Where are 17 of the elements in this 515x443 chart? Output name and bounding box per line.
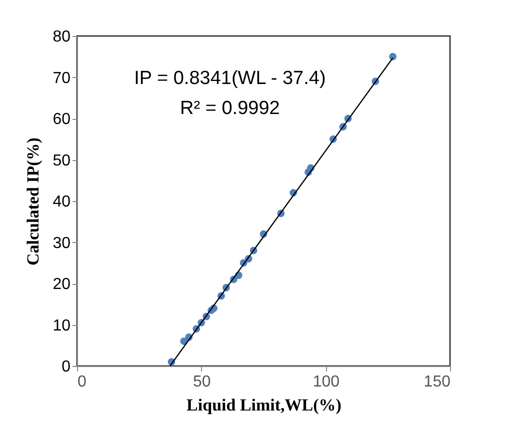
y-tick-label: 50 bbox=[52, 152, 71, 170]
y-axis-title: Calculated IP(%) bbox=[24, 138, 43, 266]
x-tick-label: 50 bbox=[192, 374, 211, 390]
y-tick-label: 30 bbox=[52, 234, 71, 252]
x-tick-label: 100 bbox=[312, 374, 340, 390]
y-tick-label: 70 bbox=[52, 70, 71, 87]
x-axis-title: Liquid Limit,WL(%) bbox=[186, 396, 342, 414]
y-tick-label: 80 bbox=[52, 28, 71, 46]
y-tick-label: 0 bbox=[62, 358, 71, 376]
y-tick-label: 60 bbox=[52, 111, 71, 128]
y-tick-label: 10 bbox=[52, 317, 71, 334]
annotation: R² = 0.9992 bbox=[180, 98, 280, 119]
annotation: IP = 0.8341(WL - 37.4) bbox=[134, 68, 326, 89]
y-tick-label: 20 bbox=[52, 276, 71, 293]
x-tick-label: 0 bbox=[78, 374, 86, 390]
y-tick-label: 40 bbox=[52, 194, 71, 210]
x-tick-label: 150 bbox=[424, 374, 451, 390]
